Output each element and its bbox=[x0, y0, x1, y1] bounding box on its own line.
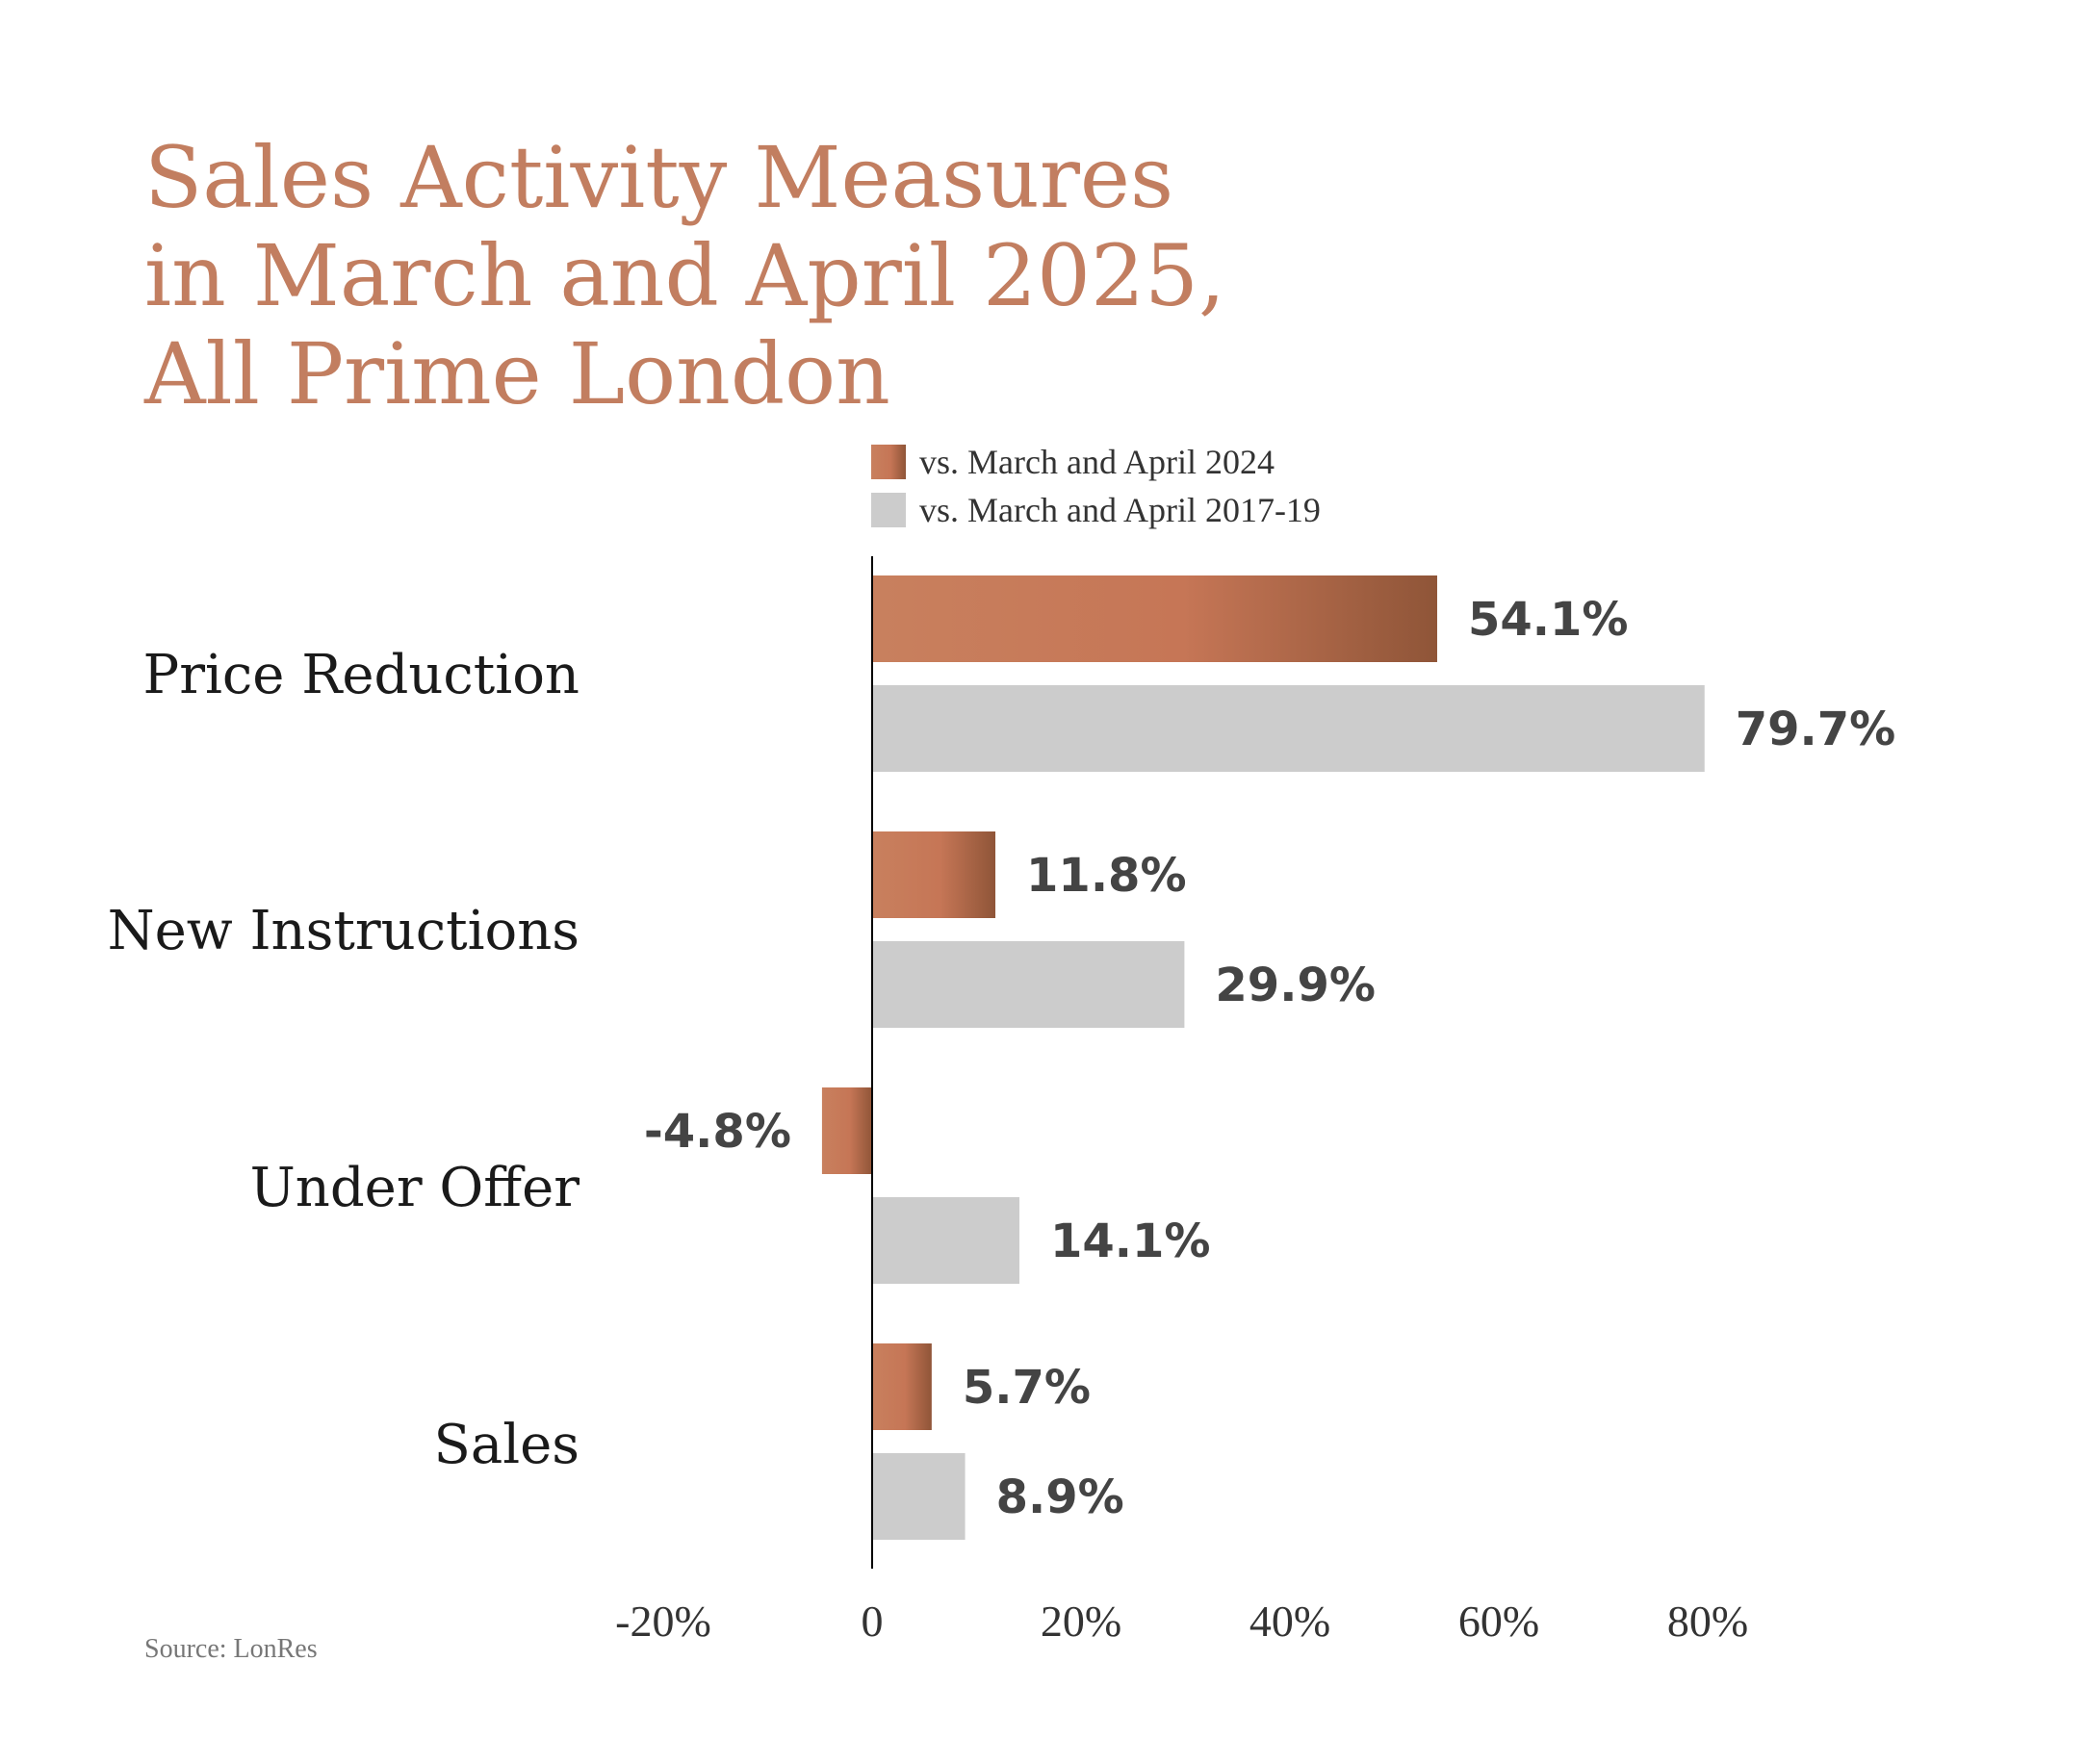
chart-title-line-3: All Prime London bbox=[143, 324, 890, 423]
value-label-new-instructions-2017-19: 29.9% bbox=[1215, 959, 1376, 1012]
legend-swatch-2024 bbox=[871, 445, 906, 479]
category-label-new-instructions: New Instructions bbox=[108, 900, 579, 962]
value-label-under-offer-2017-19: 14.1% bbox=[1050, 1214, 1211, 1268]
legend: vs. March and April 2024 vs. March and A… bbox=[871, 443, 1321, 529]
category-label-under-offer: Under Offer bbox=[250, 1157, 580, 1219]
bar-under-offer-2024 bbox=[821, 1087, 872, 1174]
category-label-price-reduction: Price Reduction bbox=[143, 644, 579, 706]
value-label-price-reduction-2017-19: 79.7% bbox=[1736, 703, 1896, 756]
x-tick-label: -20% bbox=[615, 1597, 711, 1646]
x-tick-label: 60% bbox=[1458, 1597, 1539, 1646]
x-tick-label: 80% bbox=[1667, 1597, 1748, 1646]
legend-swatch-2017-19 bbox=[871, 493, 906, 527]
bar-sales-2024 bbox=[872, 1343, 932, 1430]
legend-label-2024: vs. March and April 2024 bbox=[919, 443, 1275, 481]
value-label-sales-2024: 5.7% bbox=[963, 1361, 1091, 1415]
bar-sales-2017-19 bbox=[872, 1453, 966, 1540]
x-tick-label: 0 bbox=[862, 1597, 884, 1646]
source-note: Source: LonRes bbox=[144, 1634, 318, 1664]
legend-label-2017-19: vs. March and April 2017-19 bbox=[919, 491, 1321, 529]
bar-price-reduction-2024 bbox=[872, 575, 1437, 662]
value-label-sales-2017-19: 8.9% bbox=[996, 1470, 1124, 1524]
chart-title-line-1: Sales Activity Measures bbox=[144, 128, 1173, 227]
category-label-sales: Sales bbox=[433, 1414, 579, 1476]
bar-new-instructions-2017-19 bbox=[872, 941, 1185, 1028]
value-label-under-offer-2024: -4.8% bbox=[644, 1105, 791, 1159]
x-tick-label: 20% bbox=[1041, 1597, 1121, 1646]
x-tick-label: 40% bbox=[1249, 1597, 1330, 1646]
bar-under-offer-2017-19 bbox=[872, 1197, 1019, 1284]
value-label-price-reduction-2024: 54.1% bbox=[1468, 593, 1629, 647]
bar-price-reduction-2017-19 bbox=[872, 685, 1705, 772]
chart-title-line-2: in March and April 2025, bbox=[144, 226, 1225, 325]
bar-new-instructions-2024 bbox=[872, 831, 996, 918]
value-label-new-instructions-2024: 11.8% bbox=[1026, 849, 1187, 903]
